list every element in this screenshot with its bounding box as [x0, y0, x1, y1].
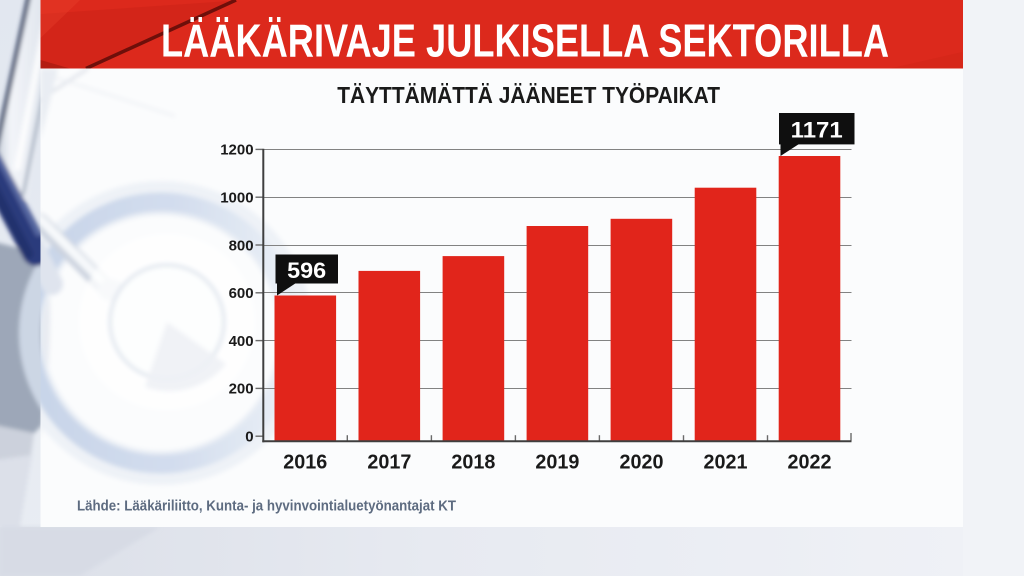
svg-text:2021: 2021 — [704, 451, 748, 474]
svg-text:200: 200 — [229, 381, 254, 398]
svg-text:596: 596 — [287, 258, 326, 283]
svg-text:400: 400 — [229, 333, 254, 350]
svg-text:2018: 2018 — [451, 451, 495, 474]
svg-text:2020: 2020 — [620, 451, 664, 474]
svg-text:800: 800 — [229, 237, 254, 254]
svg-text:2016: 2016 — [283, 451, 327, 474]
svg-text:600: 600 — [229, 285, 254, 302]
svg-text:0: 0 — [245, 429, 253, 446]
svg-text:LÄÄKÄRIVAJE JULKISELLA SEKTORI: LÄÄKÄRIVAJE JULKISELLA SEKTORILLA — [161, 15, 889, 67]
svg-text:1000: 1000 — [220, 190, 253, 207]
svg-text:TÄYTTÄMÄTTÄ JÄÄNEET TYÖPAIKAT: TÄYTTÄMÄTTÄ JÄÄNEET TYÖPAIKAT — [337, 82, 720, 108]
svg-text:2022: 2022 — [788, 451, 832, 474]
svg-text:1171: 1171 — [791, 118, 843, 143]
svg-text:2019: 2019 — [535, 451, 579, 474]
svg-text:Lähde: Lääkäriliitto, Kunta- j: Lähde: Lääkäriliitto, Kunta- ja hyvinvoi… — [77, 498, 456, 515]
svg-text:1200: 1200 — [220, 142, 253, 159]
svg-text:2017: 2017 — [367, 451, 411, 474]
